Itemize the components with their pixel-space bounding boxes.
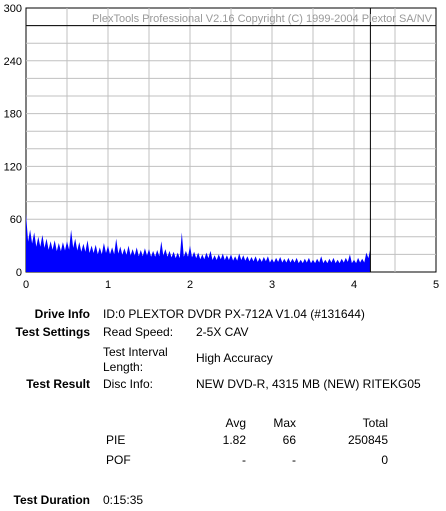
col-avg-header: Avg — [225, 416, 246, 430]
x-tick-label: 3 — [269, 279, 275, 291]
col-total-header: Total — [362, 416, 388, 430]
y-tick-label: 240 — [4, 56, 22, 68]
y-tick-label: 300 — [4, 3, 22, 15]
y-tick-label: 60 — [10, 214, 22, 226]
y-tick-label: 180 — [4, 109, 22, 121]
pie-max: 66 — [282, 433, 296, 447]
pie-area-series — [26, 213, 371, 272]
interval-label-line1: Test Interval — [103, 345, 168, 359]
read-speed-label: Read Speed: — [103, 325, 174, 339]
col-max-header: Max — [273, 416, 296, 430]
drive-info-label: Drive Info — [34, 307, 90, 321]
x-tick-label: 4 — [351, 279, 357, 291]
x-axis-ticks: 0 1 2 3 4 5 — [23, 279, 439, 291]
y-tick-label: 0 — [16, 267, 22, 279]
y-axis-ticks: 0 60 120 180 240 300 — [4, 3, 22, 279]
pof-row-label: POF — [106, 453, 131, 467]
disc-info-label: Disc Info: — [103, 377, 154, 391]
interval-label-line2: Length: — [103, 360, 144, 374]
pof-total: 0 — [381, 453, 388, 467]
x-tick-label: 2 — [187, 279, 193, 291]
chart-title: PlexTools Professional V2.16 Copyright (… — [92, 13, 433, 25]
test-settings-label: Test Settings — [15, 325, 90, 339]
drive-info-value: ID:0 PLEXTOR DVDR PX-712A V1.04 (#131644… — [103, 307, 365, 321]
disc-info-value: NEW DVD-R, 4315 MB (NEW) RITEKG05 — [196, 377, 421, 391]
x-tick-label: 5 — [433, 279, 439, 291]
interval-value: High Accuracy — [196, 351, 273, 365]
pof-avg: - — [242, 453, 246, 467]
pie-total: 250845 — [347, 433, 388, 447]
x-tick-label: 1 — [105, 279, 111, 291]
test-result-label: Test Result — [26, 377, 90, 391]
pie-row-label: PIE — [106, 433, 126, 447]
pie-chart: PlexTools Professional V2.16 Copyright (… — [4, 3, 439, 291]
y-tick-label: 120 — [4, 161, 22, 173]
x-tick-label: 0 — [23, 279, 29, 291]
test-duration-value: 0:15:35 — [103, 493, 144, 507]
test-duration-label: Test Duration — [13, 493, 90, 507]
pof-max: - — [292, 453, 296, 467]
pie-avg: 1.82 — [222, 433, 246, 447]
read-speed-value: 2-5X CAV — [196, 325, 249, 339]
